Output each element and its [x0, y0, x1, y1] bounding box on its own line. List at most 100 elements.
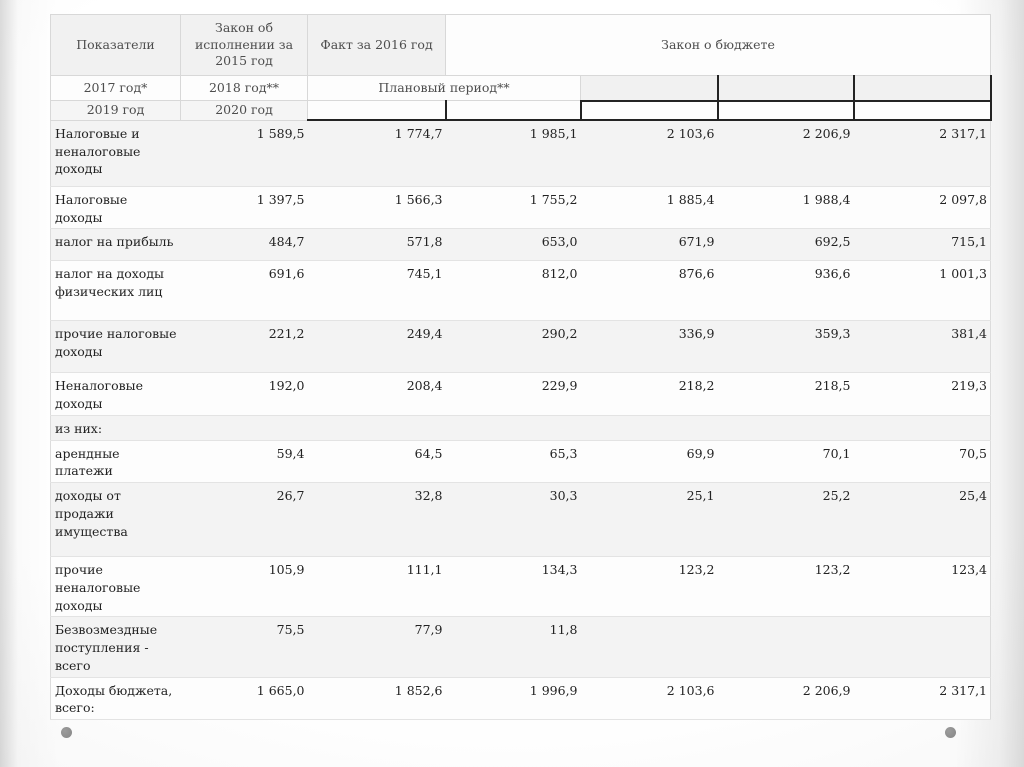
table-row: арендные платежи 59,4 64,5 65,3 69,9 70,…: [50, 440, 991, 484]
row-label: Налоговые доходы: [50, 186, 181, 230]
cell-value: 249,4: [307, 320, 446, 374]
cell-value: 1 397,5: [180, 186, 308, 230]
cell-value: 715,1: [853, 228, 991, 262]
cell-value: [445, 415, 581, 441]
table-row: налог на прибыль 484,7 571,8 653,0 671,9…: [50, 228, 991, 262]
row-label: налог на доходы физических лиц: [50, 260, 181, 322]
header-indicators: Показатели: [50, 14, 181, 76]
row-label: арендные платежи: [50, 440, 181, 484]
row-label: Доходы бюджета, всего:: [50, 677, 181, 721]
header-empty-cell: [307, 100, 447, 122]
cell-value: 25,1: [580, 482, 718, 558]
table-row: Неналоговые доходы 192,0 208,4 229,9 218…: [50, 372, 991, 416]
cell-value: 59,4: [180, 440, 308, 484]
cell-value: 2 206,9: [717, 677, 854, 721]
row-label: прочие неналоговые доходы: [50, 556, 181, 618]
cell-value: 229,9: [445, 372, 581, 416]
cell-value: 1 566,3: [307, 186, 446, 230]
cell-value: 1 985,1: [445, 120, 581, 187]
cell-value: 876,6: [580, 260, 718, 322]
cell-value: 105,9: [180, 556, 308, 618]
cell-value: 671,9: [580, 228, 718, 262]
cell-value: [853, 616, 991, 678]
cell-value: [580, 415, 718, 441]
cell-value: [307, 415, 446, 441]
row-label: Налоговые и неналоговые доходы: [50, 120, 181, 187]
header-empty-cell: [852, 75, 992, 102]
header-law-2015: Закон об исполнении за 2015 год: [180, 14, 308, 76]
cell-value: 192,0: [180, 372, 308, 416]
header-row-1: Показатели Закон об исполнении за 2015 г…: [50, 14, 992, 76]
cell-value: 1 001,3: [853, 260, 991, 322]
header-2019: 2019 год: [50, 100, 181, 121]
header-budget-law: Закон о бюджете: [444, 14, 992, 76]
header-2020: 2020 год: [180, 100, 308, 121]
header-row-2: 2017 год* 2018 год** Плановый период**: [50, 75, 992, 102]
row-label: доходы от продажи имущества: [50, 482, 181, 558]
cell-value: 1 774,7: [307, 120, 446, 187]
cell-value: 32,8: [307, 482, 446, 558]
table-row: прочие неналоговые доходы 105,9 111,1 13…: [50, 556, 991, 618]
cell-value: [853, 415, 991, 441]
table-row: Налоговые доходы 1 397,5 1 566,3 1 755,2…: [50, 186, 991, 230]
header-empty-cell: [852, 100, 992, 122]
cell-value: 11,8: [445, 616, 581, 678]
row-label: Неналоговые доходы: [50, 372, 181, 416]
header-empty-cell: [445, 100, 582, 122]
cell-value: 1 852,6: [307, 677, 446, 721]
cell-value: 25,4: [853, 482, 991, 558]
budget-table: Показатели Закон об исполнении за 2015 г…: [50, 14, 992, 721]
cell-value: 1 755,2: [445, 186, 581, 230]
header-row-3: 2019 год 2020 год: [50, 100, 992, 122]
cell-value: 77,9: [307, 616, 446, 678]
cell-value: 25,2: [717, 482, 854, 558]
cell-value: 218,5: [717, 372, 854, 416]
cell-value: 812,0: [445, 260, 581, 322]
row-label: Безвозмездные поступления - всего: [50, 616, 181, 678]
cell-value: 2 103,6: [580, 677, 718, 721]
cell-value: 70,1: [717, 440, 854, 484]
cell-value: 26,7: [180, 482, 308, 558]
cell-value: 381,4: [853, 320, 991, 374]
cell-value: 691,6: [180, 260, 308, 322]
cell-value: 219,3: [853, 372, 991, 416]
cell-value: 134,3: [445, 556, 581, 618]
cell-value: 692,5: [717, 228, 854, 262]
table-row: Безвозмездные поступления - всего 75,5 7…: [50, 616, 991, 678]
cell-value: [180, 415, 308, 441]
cell-value: 1 589,5: [180, 120, 308, 187]
cell-value: 359,3: [717, 320, 854, 374]
cell-value: 484,7: [180, 228, 308, 262]
cell-value: 336,9: [580, 320, 718, 374]
cell-value: 2 103,6: [580, 120, 718, 187]
row-label: прочие налоговые доходы: [50, 320, 181, 374]
table-row: доходы от продажи имущества 26,7 32,8 30…: [50, 482, 991, 558]
cell-value: 745,1: [307, 260, 446, 322]
cell-value: [717, 415, 854, 441]
table-row: из них:: [50, 415, 991, 441]
cell-value: 653,0: [445, 228, 581, 262]
cell-value: 111,1: [307, 556, 446, 618]
header-plan-period: Плановый период**: [307, 75, 581, 101]
cell-value: 70,5: [853, 440, 991, 484]
cell-value: 290,2: [445, 320, 581, 374]
row-label: из них:: [50, 415, 181, 441]
cell-value: [717, 616, 854, 678]
header-empty-cell: [580, 100, 719, 122]
cell-value: 1 665,0: [180, 677, 308, 721]
cell-value: [580, 616, 718, 678]
header-2017: 2017 год*: [50, 75, 181, 101]
cell-value: 936,6: [717, 260, 854, 322]
cell-value: 1 885,4: [580, 186, 718, 230]
table-row: Налоговые и неналоговые доходы 1 589,5 1…: [50, 120, 991, 187]
cell-value: 2 097,8: [853, 186, 991, 230]
slide-dot-right-icon: [945, 727, 956, 738]
cell-value: 1 996,9: [445, 677, 581, 721]
header-empty-cell: [580, 75, 719, 102]
cell-value: 2 317,1: [853, 677, 991, 721]
cell-value: 69,9: [580, 440, 718, 484]
cell-value: 1 988,4: [717, 186, 854, 230]
cell-value: 75,5: [180, 616, 308, 678]
cell-value: 30,3: [445, 482, 581, 558]
cell-value: 64,5: [307, 440, 446, 484]
